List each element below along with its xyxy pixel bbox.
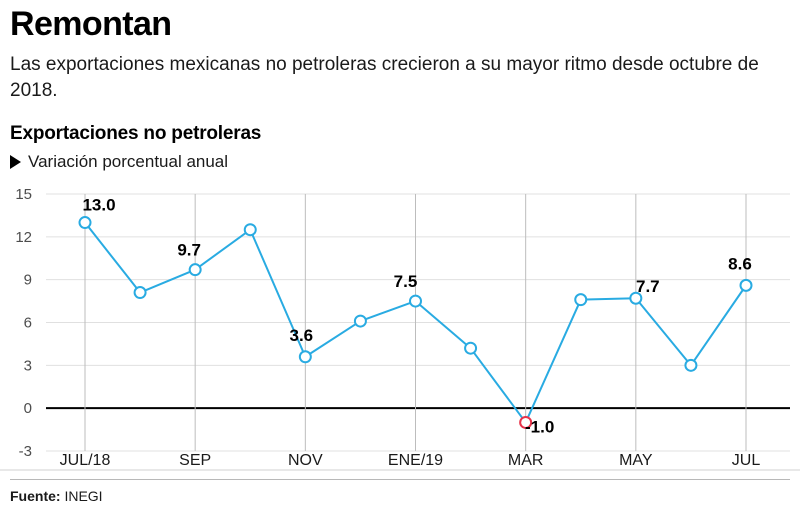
data-point-marker[interactable] [298,350,312,364]
legend: Variación porcentual anual [10,152,790,172]
x-axis-tick-label: JUL/18 [60,452,111,469]
data-point-label: 7.7 [636,277,660,296]
y-axis-tick-label: 6 [24,315,32,332]
data-point-marker[interactable] [78,216,92,230]
x-axis-tick-label: JUL [732,452,761,469]
infographic-page: Remontan Las exportaciones mexicanas no … [0,4,800,512]
y-axis-tick-label: 12 [15,229,32,246]
y-axis-tick-label: 9 [24,272,32,289]
data-point-marker[interactable] [243,223,257,237]
footer-divider [10,479,790,480]
data-point-label: 13.0 [82,196,115,215]
data-point-marker[interactable] [464,341,478,355]
data-point-label: 8.6 [728,254,752,273]
y-axis-tick-label: 3 [24,357,32,374]
legend-label: Variación porcentual anual [28,152,229,171]
data-point-marker[interactable] [684,358,698,372]
data-point-label: 3.6 [290,326,314,345]
data-point-marker[interactable] [739,278,753,292]
data-point-marker[interactable] [353,314,367,328]
source-value: INEGI [64,488,103,504]
x-axis-tick-label: ENE/19 [388,452,443,469]
data-point-marker[interactable] [133,286,147,300]
data-point-label: 9.7 [177,241,201,260]
x-axis-tick-label: MAR [508,452,544,469]
data-point-marker[interactable] [629,291,643,305]
y-axis-tick-label: -3 [19,443,32,460]
source-note: Fuente: INEGI [10,488,790,504]
source-label: Fuente: [10,488,61,504]
data-point-marker[interactable] [188,263,202,277]
chart-footer: Fuente: INEGI [10,479,790,504]
page-title: Remontan [10,5,172,43]
data-point-label: 7.5 [394,272,418,291]
data-point-label: -1.0 [525,417,554,436]
line-chart: 15 12 9 6 3 0 -3 13.0 9.7 3.6 7.5 -1.0 7.7 8.6 JUL/18 S… [0,182,800,472]
x-axis-tick-label: MAY [619,452,653,469]
flag-triangle-icon [10,155,21,169]
data-point-marker[interactable] [574,293,588,307]
x-axis-tick-label: SEP [179,452,211,469]
chart-subtitle: Exportaciones no petroleras [10,123,262,144]
y-axis-tick-label: 15 [15,186,32,203]
y-axis-tick-label: 0 [24,400,32,417]
data-point-marker[interactable] [519,415,533,429]
deck-text: Las exportaciones mexicanas no petrolera… [10,54,759,101]
chart-canvas: 15 12 9 6 3 0 -3 13.0 9.7 3.6 7.5 -1.0 7.7 8.6 JUL/18 S… [0,186,800,471]
x-axis-tick-label: NOV [288,452,323,469]
data-point-marker[interactable] [409,294,422,308]
